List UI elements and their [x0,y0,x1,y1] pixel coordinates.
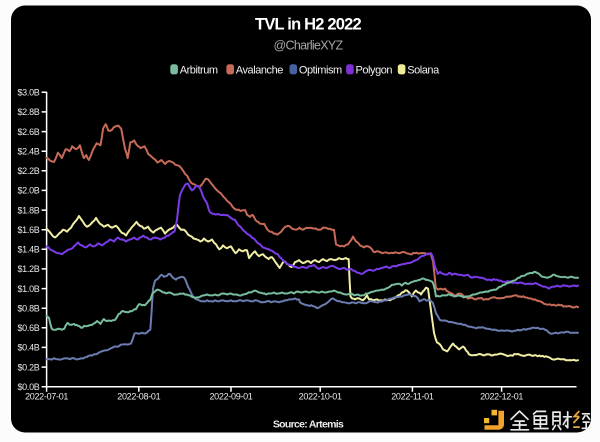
svg-text:$2.4B: $2.4B [17,147,39,157]
svg-text:Optimism: Optimism [299,65,342,77]
svg-text:$0.2B: $0.2B [17,362,39,372]
svg-text:2022-09-01: 2022-09-01 [209,392,252,402]
svg-text:$0.0B: $0.0B [17,382,39,392]
svg-text:$1.8B: $1.8B [17,205,39,215]
svg-text:$2.0B: $2.0B [17,186,39,196]
svg-text:2022-10-01: 2022-10-01 [299,392,342,402]
svg-text:$1.2B: $1.2B [17,264,39,274]
svg-text:$1.0B: $1.0B [17,284,39,294]
svg-text:@CharlieXYZ: @CharlieXYZ [274,39,344,53]
svg-text:$1.4B: $1.4B [17,245,39,255]
svg-text:Solana: Solana [407,65,440,77]
svg-text:2022-08-01: 2022-08-01 [117,392,160,402]
svg-text:Arbitrum: Arbitrum [180,65,218,77]
svg-text:2022-11-01: 2022-11-01 [391,392,434,402]
svg-text:$2.8B: $2.8B [17,107,39,117]
svg-text:$1.6B: $1.6B [17,225,39,235]
svg-text:$0.4B: $0.4B [17,343,39,353]
svg-text:2022-07-01: 2022-07-01 [25,392,68,402]
svg-text:$3.0B: $3.0B [17,88,39,98]
svg-text:2022-12-01: 2022-12-01 [480,392,523,402]
svg-text:$0.6B: $0.6B [17,323,39,333]
svg-text:$0.8B: $0.8B [17,304,39,314]
svg-text:Avalanche: Avalanche [236,65,283,77]
svg-text:TVL in H2 2022: TVL in H2 2022 [255,15,362,33]
svg-text:Source: Artemis: Source: Artemis [273,418,344,430]
svg-text:Polygon: Polygon [356,65,393,77]
svg-text:$2.6B: $2.6B [17,127,39,137]
svg-text:$2.2B: $2.2B [17,166,39,176]
